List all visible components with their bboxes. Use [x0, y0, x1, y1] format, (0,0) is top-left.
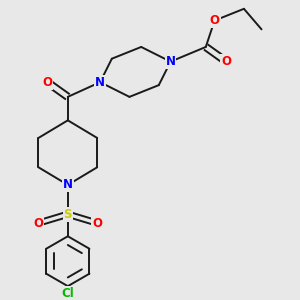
Text: Cl: Cl [61, 287, 74, 300]
Text: O: O [34, 217, 44, 230]
Text: N: N [95, 76, 105, 89]
Text: N: N [166, 55, 176, 68]
Text: O: O [221, 55, 231, 68]
Text: S: S [64, 208, 72, 221]
Text: O: O [210, 14, 220, 27]
Text: O: O [42, 76, 52, 89]
Text: O: O [92, 217, 102, 230]
Text: N: N [63, 178, 73, 191]
